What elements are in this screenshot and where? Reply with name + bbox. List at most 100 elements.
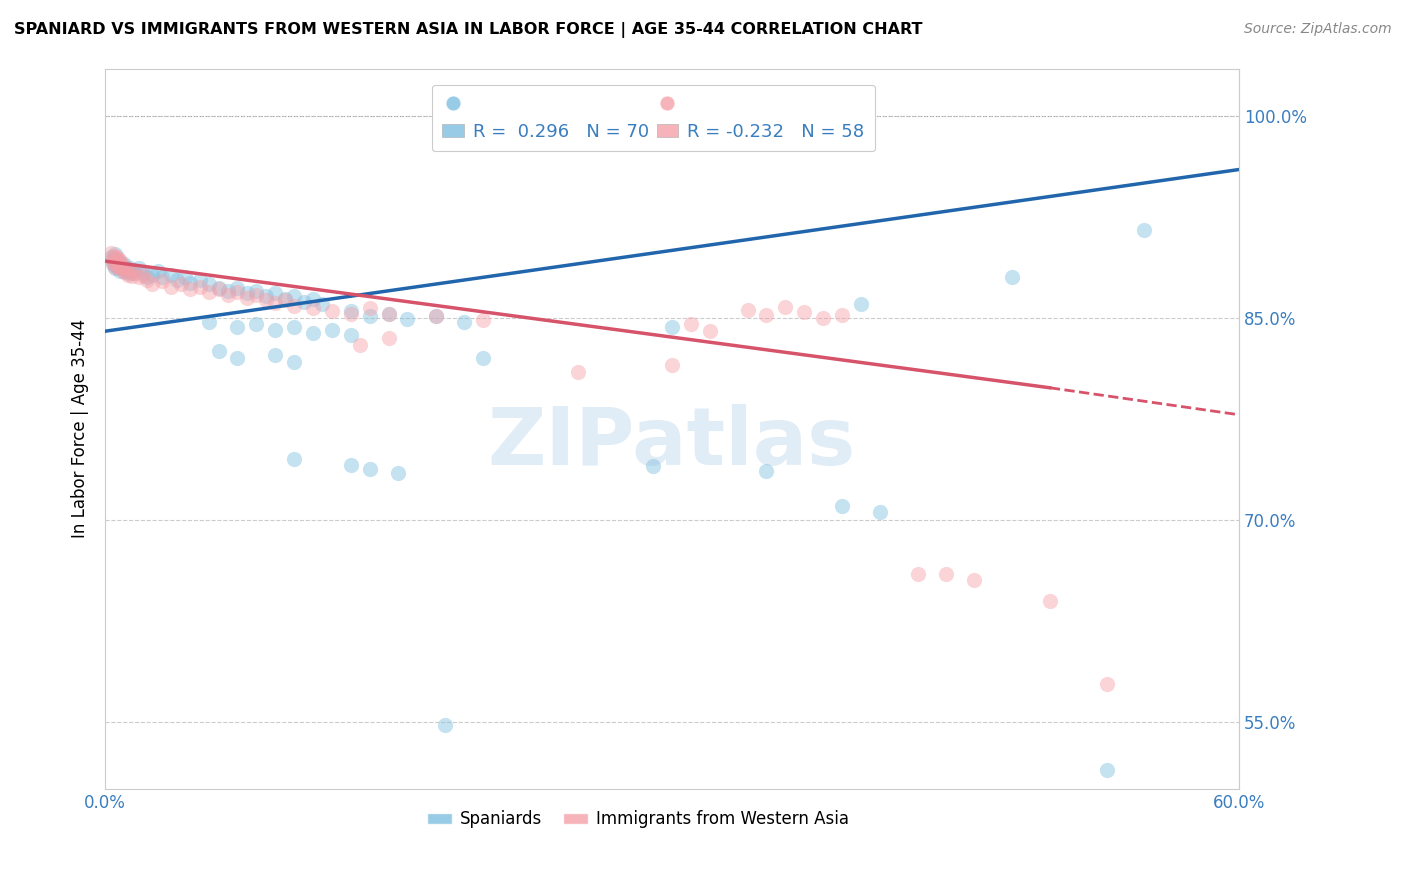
Point [118,260,141,275]
Point [107,260,129,274]
Point [160,268,183,282]
Point [121,266,143,280]
Point [359,310,381,324]
Point [104,249,127,263]
Point [387,466,409,480]
Point [128,270,150,285]
Point [132,266,155,280]
Point [104,247,127,261]
Point [935,566,957,581]
Point [160,279,183,293]
Point [793,305,815,319]
Point [236,286,259,301]
Point [869,505,891,519]
Point [359,301,381,316]
Point [661,358,683,372]
Point [1001,270,1024,285]
Point [567,365,589,379]
Point [105,258,128,272]
Point [105,260,128,274]
Point [198,315,221,329]
Point [302,326,325,340]
Point [107,252,129,266]
Point [264,296,287,310]
Point [198,285,221,300]
Point [110,257,132,271]
Point [1039,593,1062,607]
Point [907,566,929,581]
Point [173,270,195,285]
Point [396,312,419,326]
Point [105,254,128,268]
Point [226,320,249,334]
Point [302,292,325,306]
Point [100,246,122,260]
Point [321,304,343,318]
Point [273,293,295,308]
Point [283,299,305,313]
Point [121,268,143,283]
Point [283,289,305,303]
Point [264,286,287,301]
Point [217,288,239,302]
Point [264,348,287,362]
Point [107,252,129,267]
Point [115,260,138,275]
Point [122,263,145,277]
Point [128,260,150,275]
Point [226,351,249,366]
Point [254,289,277,303]
Point [104,254,127,268]
Point [340,304,363,318]
Point [100,250,122,264]
Point [104,260,127,275]
Point [117,268,139,282]
Point [146,263,169,277]
Point [321,323,343,337]
Text: Source: ZipAtlas.com: Source: ZipAtlas.com [1244,22,1392,37]
Point [434,717,457,731]
Point [117,266,139,280]
Point [831,500,853,514]
Point [283,355,305,369]
Point [188,279,211,293]
Point [453,315,475,329]
Point [349,337,371,351]
Point [359,461,381,475]
Point [377,331,399,345]
Point [150,270,173,285]
Point [472,351,495,366]
Point [111,257,134,271]
Point [101,257,124,271]
Point [101,250,124,264]
Point [110,260,132,275]
Point [115,262,138,277]
Point [245,318,267,332]
Point [245,288,267,302]
Point [1095,677,1118,691]
Point [1133,223,1156,237]
Point [340,328,363,343]
Y-axis label: In Labor Force | Age 35-44: In Labor Force | Age 35-44 [72,319,89,539]
Point [643,458,665,473]
Point [122,266,145,280]
Point [849,297,872,311]
Point [226,285,249,300]
Point [170,277,193,291]
Point [207,282,229,296]
Point [112,260,135,274]
Point [472,313,495,327]
Point [755,308,778,322]
Point [141,268,163,282]
Point [755,464,778,478]
Point [811,310,834,325]
Point [112,265,135,279]
Point [831,308,853,322]
Point [104,260,127,274]
Point [198,277,221,291]
Text: ZIPatlas: ZIPatlas [488,404,856,483]
Point [377,307,399,321]
Point [101,252,124,267]
Point [132,268,155,282]
Point [104,254,127,268]
